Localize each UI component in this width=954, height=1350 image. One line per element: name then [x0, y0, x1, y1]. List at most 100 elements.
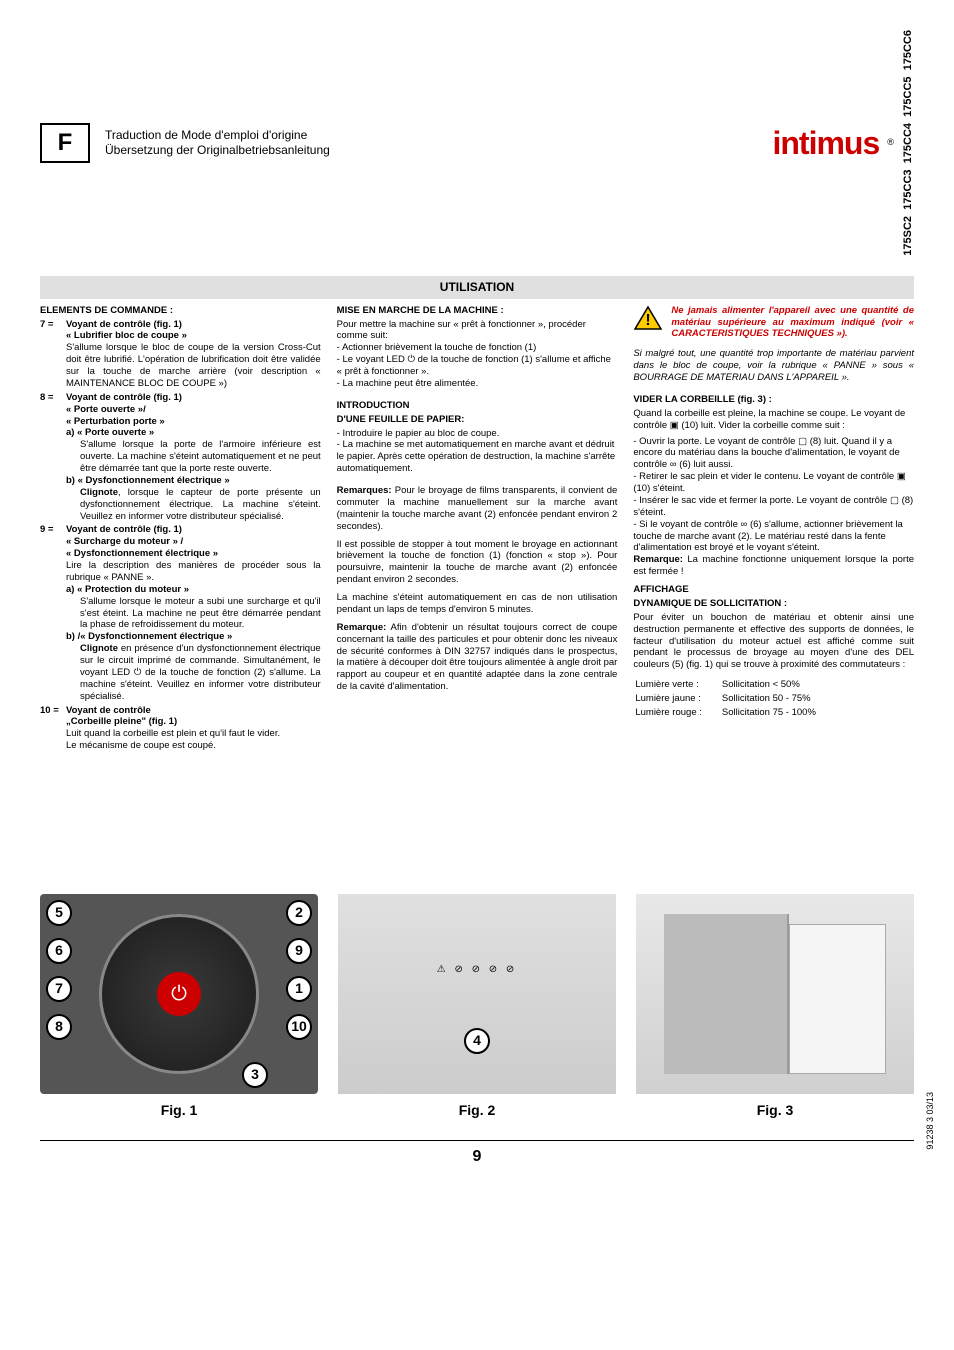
item-sub1: « Surcharge du moteur » /	[66, 536, 321, 548]
item-head: Voyant de contrôle (fig. 1)	[66, 392, 321, 404]
svg-text:!: !	[646, 312, 651, 329]
col2-p2: Il est possible de stopper à tout moment…	[337, 539, 618, 587]
header-titles: Traduction de Mode d'emploi d'origine Üb…	[105, 128, 330, 158]
callout-10: 10	[286, 1014, 312, 1040]
item-body-text2: Le mécanisme de coupe est coupé.	[66, 740, 321, 752]
registered-icon: ®	[887, 137, 894, 148]
warning-box: ! Ne jamais alimenter l'appareil avec un…	[633, 305, 914, 341]
callout-4: 4	[464, 1028, 490, 1054]
table-row: Lumière rouge :Sollicitation 75 - 100%	[635, 707, 834, 719]
callout-3: 3	[242, 1062, 268, 1088]
model-list: 175SC2 175CC3 175CC4 175CC5 175CC6	[902, 30, 914, 256]
language-badge: F	[40, 123, 90, 163]
bullet: - Ouvrir la porte. Le voyant de contrôle…	[633, 436, 914, 472]
warning-text: Ne jamais alimenter l'appareil avec une …	[671, 305, 914, 341]
col2-p4: Remarque: Afin d'obtenir un résultat tou…	[337, 622, 618, 693]
fig2-image: ⚠ ⊘ ⊘ ⊘ ⊘ 4	[338, 894, 616, 1094]
item-b-title: b) /« Dysfonctionnement électrique »	[66, 631, 321, 643]
item-a-title: a) « Protection du moteur »	[66, 584, 321, 596]
bullet: - Insérer le sac vide et fermer la porte…	[633, 495, 914, 519]
column-3: ! Ne jamais alimenter l'appareil avec un…	[633, 305, 914, 754]
item-head: Voyant de contrôle	[66, 705, 321, 717]
figure-1: ⏻ 5 6 7 8 2 9 1 10 3 Fig. 1	[40, 894, 318, 1120]
col2-remarks-p1: Remarques: Pour le broyage de films tran…	[337, 485, 618, 533]
item-head: Voyant de contrôle (fig. 1)	[66, 524, 321, 536]
item-b-body: Clignote en présence d'un dysfonctionnem…	[66, 643, 321, 702]
page-number: 9	[40, 1140, 914, 1167]
document-code: 91238 3 03/13	[925, 1092, 936, 1150]
col3-s2-title1: AFFICHAGE	[633, 584, 914, 596]
bullet: - Actionner brièvement la touche de fonc…	[337, 342, 618, 354]
figure-3: Fig. 3	[636, 894, 914, 1120]
item-sub2: « Dysfonctionnement électrique »	[66, 548, 321, 560]
callout-7: 7	[46, 976, 72, 1002]
column-1: ELEMENTS DE COMMANDE : 7 = Voyant de con…	[40, 305, 321, 754]
item-sub: « Lubrifier bloc de coupe »	[66, 330, 321, 342]
col3-note: Remarque: La machine fonctionne uniqueme…	[633, 554, 914, 578]
brand-logo: intimus	[772, 123, 879, 163]
callout-1: 1	[286, 976, 312, 1002]
fig3-label: Fig. 3	[636, 1102, 914, 1120]
item-head: Voyant de contrôle (fig. 1)	[66, 319, 321, 331]
item-sub1: « Porte ouverte »/	[66, 404, 321, 416]
col3-s2-title2: DYNAMIQUE DE SOLLICITATION :	[633, 598, 914, 610]
fig1-image: ⏻ 5 6 7 8 2 9 1 10 3	[40, 894, 318, 1094]
light-table: Lumière verte :Sollicitation < 50% Lumiè…	[633, 677, 836, 721]
warning-note: Si malgré tout, une quantité trop import…	[633, 348, 914, 384]
item-10: 10 = Voyant de contrôle „Corbeille plein…	[40, 705, 321, 753]
figure-2: ⚠ ⊘ ⊘ ⊘ ⊘ 4 Fig. 2	[338, 894, 616, 1120]
bullet: - Introduire le papier au bloc de coupe.	[337, 428, 618, 440]
item-sub: „Corbeille pleine" (fig. 1)	[66, 716, 321, 728]
col2-s1-intro: Pour mettre la machine sur « prêt à fonc…	[337, 319, 618, 343]
fig2-icons: ⚠ ⊘ ⊘ ⊘ ⊘	[437, 964, 518, 977]
bullet: - Retirer le sac plein et vider le conte…	[633, 471, 914, 495]
col1-title: ELEMENTS DE COMMANDE :	[40, 305, 321, 317]
col3-s1-title: VIDER LA CORBEILLE (fig. 3) :	[633, 394, 914, 406]
item-number: 9 =	[40, 524, 66, 702]
callout-6: 6	[46, 938, 72, 964]
callout-8: 8	[46, 1014, 72, 1040]
callout-5: 5	[46, 900, 72, 926]
content-columns: ELEMENTS DE COMMANDE : 7 = Voyant de con…	[40, 305, 914, 754]
item-8: 8 = Voyant de contrôle (fig. 1) « Porte …	[40, 392, 321, 523]
header-left: F Traduction de Mode d'emploi d'origine …	[40, 123, 330, 163]
item-a-body: S'allume lorsque la porte de l'armoire i…	[66, 439, 321, 475]
item-b-title: b) « Dysfonctionnement électrique »	[66, 475, 321, 487]
col2-p3: La machine s'éteint automatiquement en c…	[337, 592, 618, 616]
header-title-line1: Traduction de Mode d'emploi d'origine	[105, 128, 330, 143]
col2-s2-title2: D'UNE FEUILLE DE PAPIER:	[337, 414, 618, 426]
figures-row: ⏻ 5 6 7 8 2 9 1 10 3 Fig. 1 ⚠ ⊘ ⊘ ⊘ ⊘ 4 …	[40, 894, 914, 1120]
bullet: - La machine peut être alimentée.	[337, 378, 618, 390]
item-body-text: S'allume lorsque le bloc de coupe de la …	[66, 342, 321, 390]
table-row: Lumière jaune :Sollicitation 50 - 75%	[635, 693, 834, 705]
item-a-body: S'allume lorsque le moteur a subi une su…	[66, 596, 321, 632]
fig2-label: Fig. 2	[338, 1102, 616, 1120]
warning-icon: !	[633, 305, 663, 331]
item-number: 10 =	[40, 705, 66, 753]
col2-s2-title1: INTRODUCTION	[337, 400, 618, 412]
item-number: 8 =	[40, 392, 66, 523]
fig1-label: Fig. 1	[40, 1102, 318, 1120]
col3-s2-p: Pour éviter un bouchon de matériau et ob…	[633, 612, 914, 671]
col3-s1-intro: Quand la corbeille est pleine, la machin…	[633, 408, 914, 432]
table-row: Lumière verte :Sollicitation < 50%	[635, 679, 834, 691]
item-9: 9 = Voyant de contrôle (fig. 1) « Surcha…	[40, 524, 321, 702]
header-title-line2: Übersetzung der Originalbetriebsanleitun…	[105, 143, 330, 158]
item-sub2: « Perturbation porte »	[66, 416, 321, 428]
power-icon: ⏻	[157, 972, 201, 1016]
bullet: - La machine se met automatiquement en m…	[337, 439, 618, 475]
callout-9: 9	[286, 938, 312, 964]
callout-2: 2	[286, 900, 312, 926]
bullet: - Le voyant LED ⏻ de la touche de foncti…	[337, 354, 618, 378]
fig3-image	[636, 894, 914, 1094]
section-title-bar: UTILISATION	[40, 276, 914, 299]
page-header: F Traduction de Mode d'emploi d'origine …	[40, 30, 914, 256]
col2-s1-title: MISE EN MARCHE DE LA MACHINE :	[337, 305, 618, 317]
header-right: intimus ® 175SC2 175CC3 175CC4 175CC5 17…	[772, 30, 914, 256]
bullet: - Si le voyant de contrôle ∞ (6) s'allum…	[633, 519, 914, 555]
item-a-title: a) « Porte ouverte »	[66, 427, 321, 439]
item-body-text: Luit quand la corbeille est plein et qu'…	[66, 728, 321, 740]
item-intro: Lire la description des manières de proc…	[66, 560, 321, 584]
column-2: MISE EN MARCHE DE LA MACHINE : Pour mett…	[337, 305, 618, 754]
item-b-body: Clignote, lorsque le capteur de porte pr…	[66, 487, 321, 523]
